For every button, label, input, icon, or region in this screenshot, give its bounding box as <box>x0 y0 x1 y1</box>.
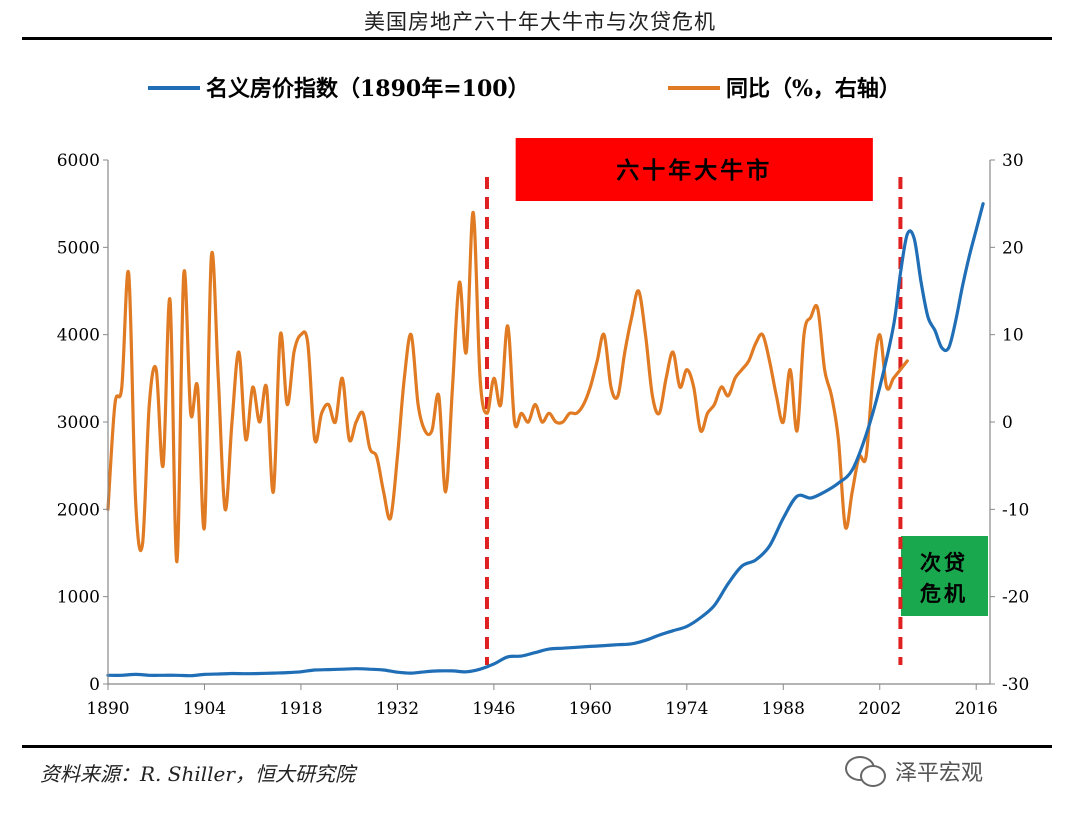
chat-bubbles-icon <box>845 756 887 787</box>
y-right-tick-label: 30 <box>1002 151 1024 171</box>
y-left-tick-label: 3000 <box>57 413 100 433</box>
series-line-price-index <box>106 202 985 678</box>
x-tick-label: 1890 <box>86 699 129 719</box>
x-tick-label: 1974 <box>665 699 708 719</box>
y-right-tick-label: 0 <box>1002 413 1013 433</box>
series-line-yoy <box>106 210 909 564</box>
x-tick-label: 1918 <box>279 699 322 719</box>
bull-market-label: 六十年大牛市 <box>616 157 772 184</box>
y-left-tick-label: 0 <box>89 675 100 695</box>
y-left-tick-label: 1000 <box>57 588 100 608</box>
page-title: 美国房地产六十年大牛市与次贷危机 <box>364 10 716 34</box>
legend-price-index-label: 名义房价指数（1890年=100） <box>206 76 530 102</box>
x-tick-label: 1960 <box>569 699 612 719</box>
watermark-text: 泽平宏观 <box>895 761 984 786</box>
source-note: 资料来源：R. Shiller，恒大研究院 <box>40 762 355 786</box>
watermark: 泽平宏观 <box>845 755 983 787</box>
x-tick-label: 1946 <box>472 699 515 719</box>
y-right-tick-label: -30 <box>1002 675 1029 695</box>
y-left-tick-label: 4000 <box>57 326 100 346</box>
x-tick-label: 1904 <box>183 699 226 719</box>
y-right-tick-label: 10 <box>1002 326 1024 346</box>
y-left-tick-label: 5000 <box>57 238 100 258</box>
y-left-tick-label: 2000 <box>57 500 100 520</box>
y-right-tick-label: -10 <box>1002 500 1029 520</box>
legend-yoy-label: 同比（%，右轴） <box>726 76 901 102</box>
top-rule <box>22 37 1052 40</box>
bottom-rule <box>22 745 1052 748</box>
crisis-label-line1: 次贷 <box>920 550 968 575</box>
crisis-label-line2: 危机 <box>920 581 968 606</box>
x-tick-label: 1988 <box>762 699 805 719</box>
crisis-box <box>901 536 988 616</box>
y-left-tick-label: 6000 <box>57 151 100 171</box>
x-tick-label: 1932 <box>376 699 419 719</box>
y-right-tick-label: -20 <box>1002 588 1029 608</box>
bull-market-box <box>515 138 873 201</box>
x-tick-label: 2002 <box>858 699 901 719</box>
y-right-tick-label: 20 <box>1002 238 1024 258</box>
x-tick-label: 2016 <box>955 699 998 719</box>
